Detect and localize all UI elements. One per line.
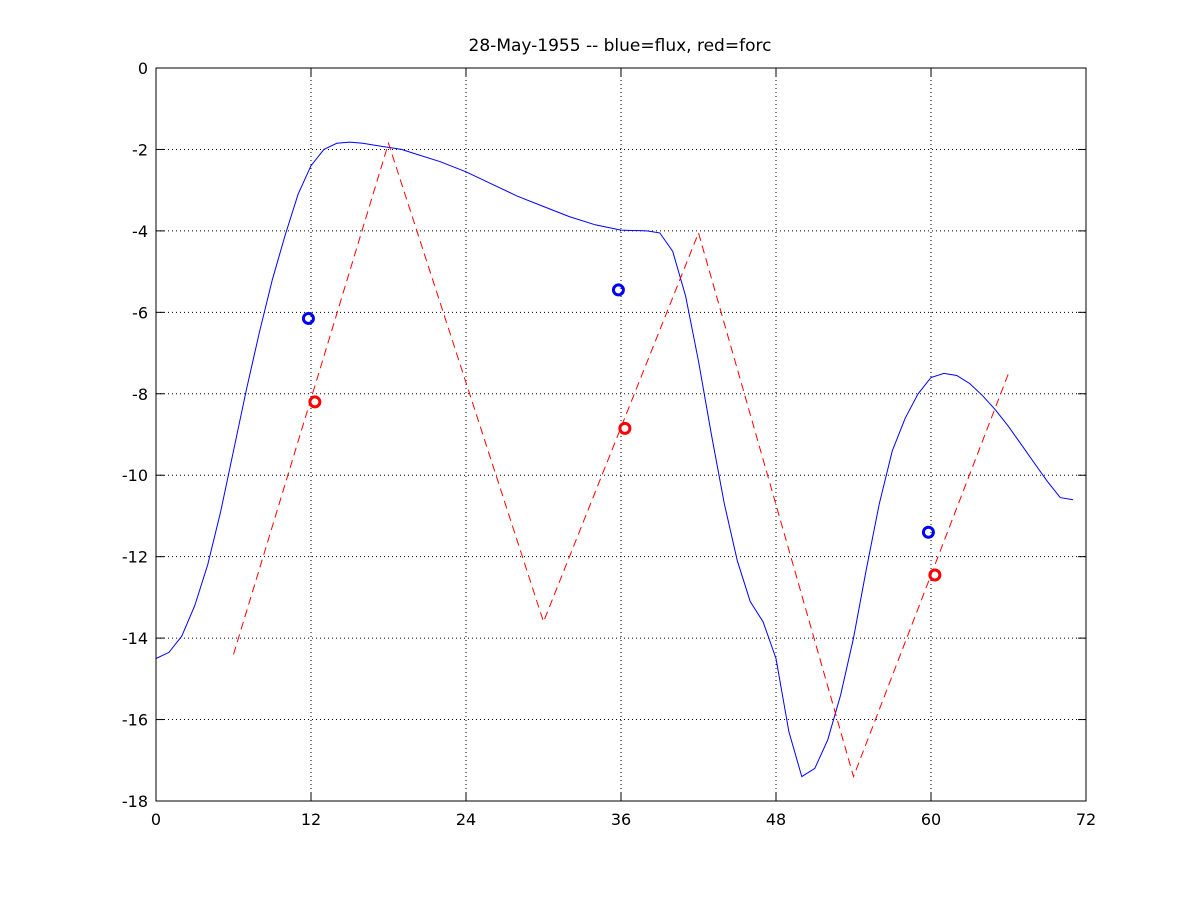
flux-marker (301, 311, 315, 325)
forc-marker (308, 395, 322, 409)
x-tick-label: 24 (456, 810, 476, 829)
flux-line (155, 141, 1074, 778)
y-tick-label: -12 (122, 548, 148, 567)
x-tick-label: 72 (1076, 810, 1096, 829)
grid (156, 68, 1086, 801)
y-tick-label: -4 (132, 222, 148, 241)
y-tick-label: -6 (132, 303, 148, 322)
x-tick-labels: 0 12 24 36 48 60 72 (151, 810, 1096, 829)
forc-marker (618, 421, 632, 435)
forc-line (233, 141, 1009, 779)
x-tick-label: 60 (921, 810, 941, 829)
forc-marker (928, 568, 942, 582)
y-tick-label: -18 (122, 792, 148, 811)
y-tick-label: -10 (122, 466, 148, 485)
y-tick-label: -14 (122, 629, 148, 648)
x-tick-label: 0 (151, 810, 161, 829)
y-tick-label: -8 (132, 385, 148, 404)
chart-title: 28-May-1955 -- blue=flux, red=forc (469, 36, 772, 56)
axis-ticks (155, 67, 1087, 802)
y-tick-labels: 0 -2 -4 -6 -8 -10 -12 -14 -16 -18 (122, 59, 148, 811)
y-tick-label: -16 (122, 711, 148, 730)
marker-layer (301, 283, 942, 582)
series-layer (155, 141, 1074, 779)
y-tick-label: 0 (138, 59, 148, 78)
x-tick-label: 12 (301, 810, 321, 829)
flux-marker (921, 525, 935, 539)
y-tick-label: -2 (132, 140, 148, 159)
x-tick-label: 48 (766, 810, 786, 829)
plot-frame (155, 67, 1087, 802)
flux-marker (611, 283, 625, 297)
x-tick-label: 36 (611, 810, 631, 829)
